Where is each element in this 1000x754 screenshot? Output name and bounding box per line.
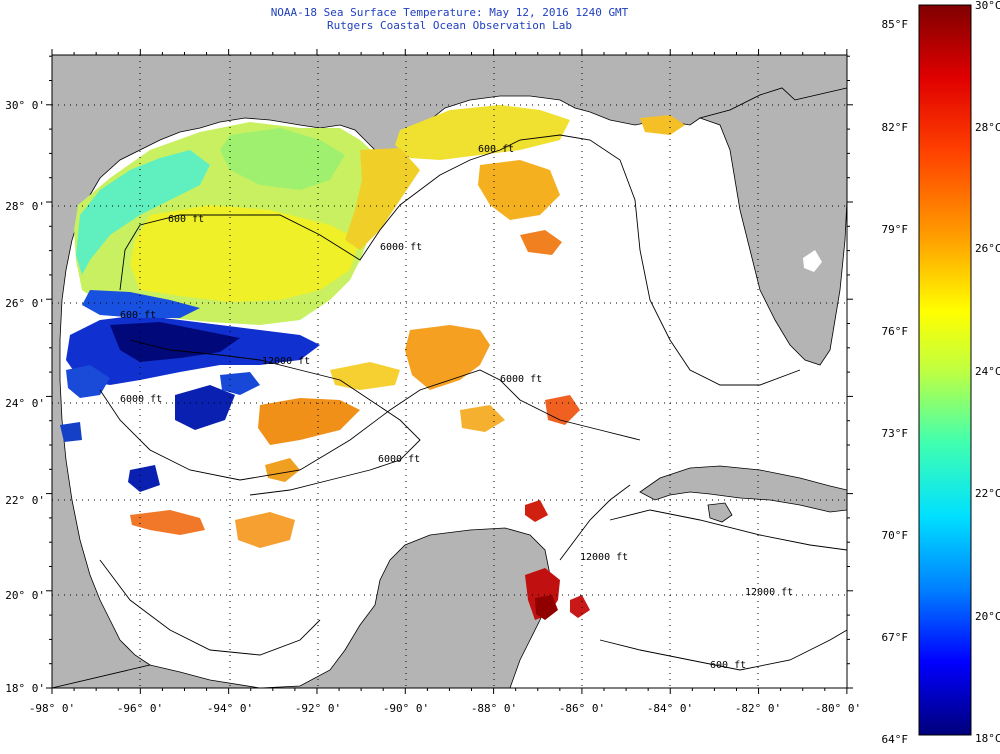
sst-patch-orange-ne	[478, 160, 560, 220]
lat-label: 30° 0'	[5, 99, 45, 112]
sst-data	[60, 105, 685, 620]
sst-patch-green-nw	[220, 128, 345, 190]
graticule	[52, 55, 847, 688]
colorbar-f-label: 67°F	[882, 631, 909, 644]
land-cuba	[639, 465, 847, 513]
sst-patch-red-2	[525, 500, 548, 522]
lat-label: 26° 0'	[5, 297, 45, 310]
axis-ticks	[46, 49, 853, 694]
contour-label: 600 ft	[120, 310, 156, 321]
contour-6000ft	[99, 369, 641, 481]
lon-label: -92° 0'	[295, 702, 341, 715]
colorbar-f-label: 70°F	[882, 529, 909, 542]
sst-patch-orange-center2	[258, 398, 360, 445]
sst-patch-yellow-big	[345, 148, 420, 250]
sst-patch-blue-mid	[82, 290, 200, 318]
contour-south	[99, 559, 321, 656]
map-title: NOAA-18 Sea Surface Temperature: May 12,…	[270, 6, 629, 19]
colorbar-f-label: 79°F	[882, 223, 909, 236]
sst-patch-yellow-fl	[640, 115, 685, 135]
lon-label: -80° 0'	[815, 702, 861, 715]
land-yucatan	[52, 527, 551, 688]
lat-label: 20° 0'	[5, 589, 45, 602]
colorbar-c-label: 26°C	[975, 242, 1000, 255]
sst-patch-orange-center	[405, 325, 490, 390]
contour-label: 600 ft	[168, 214, 204, 225]
colorbar-c-label: 28°C	[975, 121, 1000, 134]
lon-label: -84° 0'	[647, 702, 693, 715]
contour-caribbean2	[599, 629, 847, 671]
colorbar-f-label: 85°F	[882, 18, 909, 31]
longitude-labels: -98° 0' -96° 0' -94° 0' -92° 0' -90° 0' …	[29, 702, 861, 715]
sst-patch-navy	[110, 322, 240, 362]
latitude-labels: 30° 0' 28° 0' 26° 0' 24° 0' 22° 0' 20° 0…	[5, 99, 45, 695]
colorbar-c-label: 18°C	[975, 732, 1000, 745]
contour-yucatan-channel	[559, 484, 631, 561]
sst-patch-blue-coast	[66, 365, 110, 398]
lat-label: 28° 0'	[5, 200, 45, 213]
lon-label: -88° 0'	[471, 702, 517, 715]
lat-label: 22° 0'	[5, 494, 45, 507]
land-masses	[52, 55, 847, 688]
contour-label: 12000 ft	[262, 356, 310, 367]
contour-label: 6000 ft	[500, 374, 542, 385]
lat-label: 24° 0'	[5, 397, 45, 410]
colorbar-gradient	[918, 4, 972, 736]
contour-label: 12000 ft	[580, 552, 628, 563]
sst-patch-orange-ne2	[520, 230, 562, 255]
lon-label: -94° 0'	[207, 702, 253, 715]
sst-patch-orange-sw2	[235, 512, 295, 548]
land-lake-okeechobee	[803, 250, 822, 272]
sst-patch-orange-sw	[130, 510, 205, 535]
contour-label: 600 ft	[478, 144, 514, 155]
lon-label: -82° 0'	[735, 702, 781, 715]
colorbar-f-label: 73°F	[882, 427, 909, 440]
lon-label: -98° 0'	[29, 702, 75, 715]
land-isle-of-youth	[707, 502, 733, 523]
colorbar: 85°F 82°F 79°F 76°F 73°F 70°F 67°F 64°F …	[882, 0, 1000, 746]
sst-patch-darkred	[535, 595, 558, 620]
contour-label: 6000 ft	[380, 242, 422, 253]
contour-label: 12000 ft	[745, 587, 793, 598]
sst-patch-red-3	[570, 595, 590, 618]
sst-patch-yellow-band	[130, 205, 360, 302]
contour-label: 6000 ft	[120, 394, 162, 405]
colorbar-c-label: 22°C	[975, 487, 1000, 500]
contour-12000ft	[129, 339, 421, 496]
contour-caribbean	[609, 509, 847, 551]
sst-patch-blue-mid2	[220, 372, 260, 395]
colorbar-f-label: 82°F	[882, 121, 909, 134]
sst-patch-blue-sw2	[128, 465, 160, 492]
sst-patch-orange-sm	[265, 458, 300, 482]
sst-patch-blue-sw	[175, 385, 235, 430]
colorbar-c-label: 30°C	[975, 0, 1000, 12]
sst-patch-blue-sw3	[60, 422, 82, 442]
colorbar-f-label: 64°F	[882, 733, 909, 746]
sst-patch-orange-mid	[460, 405, 505, 432]
bathymetry-contours	[99, 134, 847, 671]
sst-patch-nw-cyan	[76, 150, 210, 275]
lat-label: 18° 0'	[5, 682, 45, 695]
sst-patch-yellow-ne	[395, 105, 570, 160]
lon-label: -96° 0'	[117, 702, 163, 715]
lon-label: -86° 0'	[559, 702, 605, 715]
contour-label: 600 ft	[710, 660, 746, 671]
colorbar-c-label: 24°C	[975, 365, 1000, 378]
lon-label: -90° 0'	[383, 702, 429, 715]
contour-label-group: 600 ft 600 ft 6000 ft 12000 ft 6000 ft 1…	[120, 144, 793, 671]
sst-patch-orange-red	[545, 395, 580, 425]
sst-patch-yellow-center	[330, 362, 400, 390]
contour-600ft	[119, 134, 801, 386]
colorbar-c-label: 20°C	[975, 610, 1000, 623]
land-florida	[698, 87, 847, 366]
map-subtitle: Rutgers Coastal Ocean Observation Lab	[326, 19, 573, 32]
colorbar-f-label: 76°F	[882, 325, 909, 338]
contour-label: 6000 ft	[378, 454, 420, 465]
